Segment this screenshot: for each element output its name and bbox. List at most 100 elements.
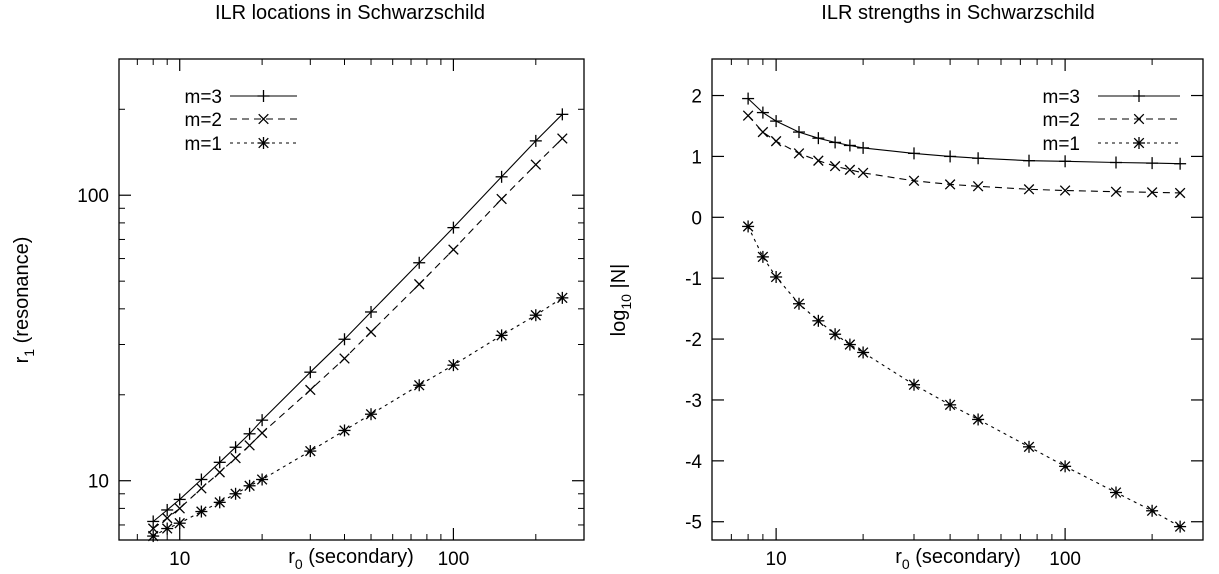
data-point [365, 326, 377, 338]
data-point [529, 309, 542, 322]
data-point [161, 512, 173, 524]
series-m=1 [147, 291, 569, 543]
data-point [195, 505, 208, 518]
y-tick-label: -4 [685, 452, 702, 473]
data-point [1023, 154, 1036, 167]
y-tick-label: -2 [685, 330, 702, 351]
data-point [742, 92, 755, 105]
data-point [495, 170, 508, 183]
data-point [1174, 520, 1187, 533]
data-point [557, 133, 568, 144]
legend-marker [257, 137, 270, 149]
data-point [1146, 187, 1158, 198]
data-point [792, 126, 805, 139]
legend-marker [258, 113, 269, 125]
data-point [495, 329, 508, 342]
data-point [229, 441, 242, 454]
y-tick-label: -1 [685, 269, 702, 290]
series-m=1 [742, 220, 1187, 533]
data-point [944, 398, 957, 411]
data-point [757, 126, 769, 138]
legend: m=3m=2 m=1 [1043, 87, 1180, 155]
data-point [243, 479, 256, 492]
legend-marker [257, 90, 270, 102]
data-point [174, 503, 185, 514]
data-point [1146, 504, 1159, 517]
y-axis-label: r1 (resonance) [11, 237, 37, 364]
series-m=2 [742, 110, 1186, 199]
data-point [338, 333, 351, 346]
data-point [529, 134, 542, 147]
data-point [792, 297, 805, 310]
legend-label: m=2 [185, 110, 223, 131]
data-point [770, 270, 783, 283]
plot-frame [711, 58, 1204, 541]
data-point [339, 353, 350, 364]
legend-label: m=2 [1043, 110, 1081, 131]
data-point [173, 493, 186, 506]
data-point [944, 179, 956, 190]
series-line [152, 297, 563, 537]
legend-label: m=1 [1043, 134, 1081, 155]
data-point [213, 496, 226, 509]
legend: m=3m=2 m=1 [185, 87, 297, 155]
x-axis-label: r0 (secondary) [288, 546, 414, 572]
legend-label: m=3 [185, 87, 223, 108]
data-point [413, 256, 426, 269]
data-point [908, 175, 920, 187]
data-point [843, 139, 856, 152]
series-line [747, 98, 1181, 165]
data-point [829, 328, 842, 341]
data-point [530, 159, 542, 170]
data-point [742, 220, 755, 233]
chart-title: ILR locations in Schwarzschild [215, 2, 485, 24]
legend-item: m=2 [185, 110, 297, 131]
data-point [304, 366, 317, 379]
series-line [747, 115, 1181, 194]
data-point [756, 106, 769, 119]
data-point [256, 473, 269, 486]
y-tick-label: -3 [685, 391, 702, 412]
data-point [1174, 187, 1186, 199]
data-point [365, 408, 378, 421]
series-m=3 [147, 108, 569, 528]
data-point [147, 515, 160, 528]
x-tick-label: 10 [766, 549, 787, 570]
y-axis-label: log10 |N| [608, 264, 634, 337]
data-point [857, 346, 870, 359]
x-axis-label: r0 (secondary) [895, 546, 1021, 572]
data-point [413, 278, 425, 290]
x-tick-label: 100 [1049, 549, 1081, 570]
legend-item: m=1 [185, 134, 297, 155]
data-point [812, 314, 825, 327]
series-line [152, 113, 563, 522]
data-point [556, 291, 569, 304]
data-point [256, 414, 269, 427]
data-point [1023, 184, 1035, 195]
x-tick-label: 10 [169, 549, 190, 570]
data-point [304, 445, 317, 458]
data-point [1059, 155, 1072, 168]
y-tick-label: -5 [685, 513, 702, 534]
data-point [496, 193, 507, 205]
data-point [844, 164, 856, 176]
data-point [214, 467, 225, 478]
data-point [161, 522, 174, 535]
data-point [857, 167, 869, 179]
data-point [908, 147, 921, 160]
y-tick-label: 1 [691, 147, 702, 168]
legend-label: m=1 [185, 134, 223, 155]
data-point [173, 517, 186, 530]
legend-marker [1133, 113, 1145, 125]
data-point [972, 413, 985, 426]
data-point [793, 148, 805, 159]
legend-item: m=3 [185, 87, 297, 108]
data-point [147, 523, 159, 534]
plot-frame [118, 58, 585, 541]
data-point [843, 338, 856, 351]
data-point [1174, 157, 1187, 170]
data-point [756, 250, 769, 263]
legend-marker [1133, 137, 1145, 149]
